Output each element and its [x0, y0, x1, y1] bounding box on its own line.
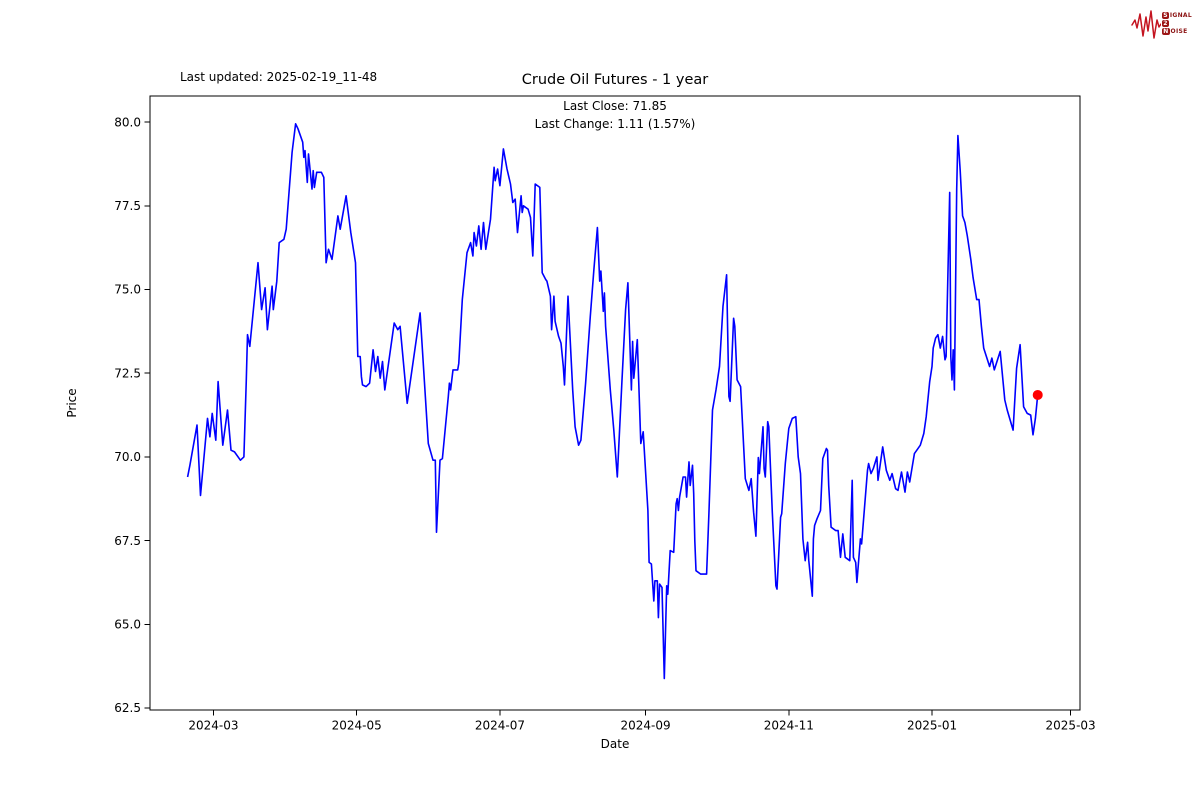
x-tick-label: 2024-09	[620, 719, 670, 733]
last-updated-text: Last updated: 2025-02-19_11-48	[180, 70, 378, 84]
logo-letter-2: 2	[1162, 19, 1169, 27]
last-price-marker	[1032, 389, 1043, 400]
logo-letter-n: N	[1162, 27, 1170, 35]
y-tick-label: 70.0	[114, 450, 141, 464]
logo-rest-ignal: IGNAL	[1169, 11, 1192, 19]
chart-title: Crude Oil Futures - 1 year	[521, 72, 709, 88]
x-tick-label: 2024-05	[332, 719, 382, 733]
x-tick-label: 2024-03	[188, 719, 238, 733]
x-tick-label: 2024-11	[764, 719, 814, 733]
y-tick-label: 62.5	[114, 701, 141, 715]
y-axis-label: Price	[65, 388, 79, 418]
last-change-text: Last Change: 1.11 (1.57%)	[534, 117, 696, 131]
y-tick-label: 65.0	[114, 617, 141, 631]
y-tick-label: 77.5	[114, 199, 141, 213]
y-tick-label: 80.0	[114, 115, 141, 129]
logo-rest-oise: OISE	[1170, 27, 1188, 35]
x-tick-label: 2024-07	[475, 719, 525, 733]
x-tick-label: 2025-01	[907, 719, 957, 733]
x-axis-label: Date	[600, 737, 630, 751]
logo-row-signal: S IGNAL	[1162, 11, 1192, 19]
plot-frame	[149, 95, 1081, 711]
signal2noise-logo: S IGNAL 2 N OISE	[1131, 5, 1192, 41]
logo-row-2: 2	[1162, 19, 1192, 27]
logo-row-noise: N OISE	[1162, 27, 1192, 35]
x-tick-label: 2025-03	[1046, 719, 1096, 733]
waveform-icon	[1131, 10, 1162, 39]
last-close-text: Last Close: 71.85	[563, 99, 667, 113]
price-line	[186, 123, 1039, 680]
chart-subtitle: Last Close: 71.85 Last Change: 1.11 (1.5…	[150, 97, 1080, 133]
logo-letter-s: S	[1162, 11, 1169, 19]
y-tick-label: 72.5	[114, 366, 141, 380]
y-tick-label: 75.0	[114, 283, 141, 297]
logo-text: S IGNAL 2 N OISE	[1162, 11, 1192, 35]
y-tick-label: 67.5	[114, 534, 141, 548]
